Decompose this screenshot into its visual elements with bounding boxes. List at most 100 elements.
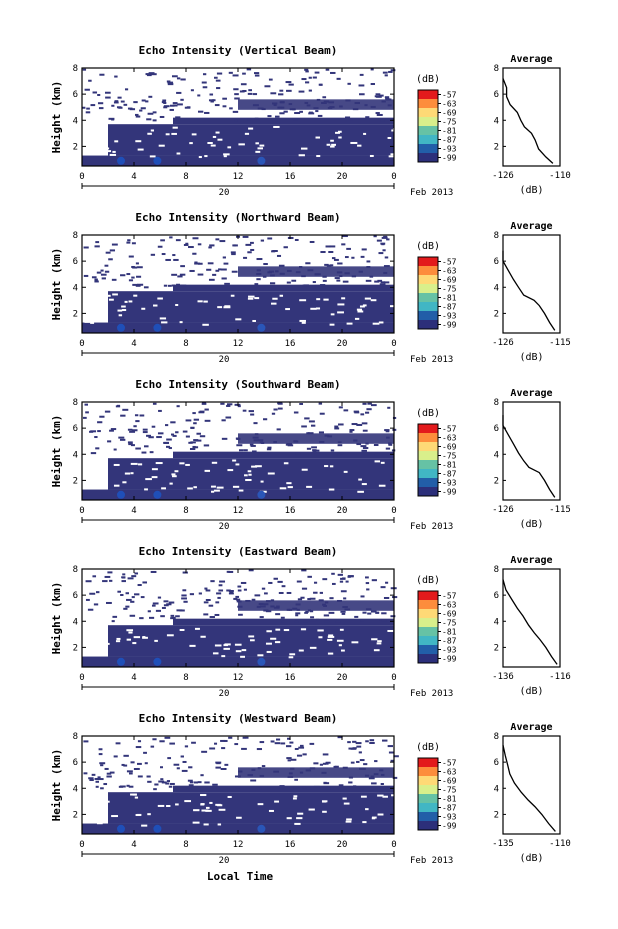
- y-axis-label: Height (km): [50, 582, 63, 655]
- heatmap: [82, 235, 397, 333]
- colorbar-segment: [418, 108, 438, 118]
- colorbar-segment: [418, 609, 438, 619]
- x-tick-label: 12: [233, 506, 244, 516]
- x-tick-label: 16: [285, 840, 296, 850]
- x-tick-label: 12: [233, 840, 244, 850]
- colorbar-segment: [418, 794, 438, 804]
- colorbar-tick-label: -87: [442, 637, 457, 646]
- x-tick-label: 0: [391, 673, 396, 683]
- x-tick-label: 20: [337, 506, 348, 516]
- colorbar-segment: [418, 618, 438, 628]
- colorbar-tick-label: -57: [442, 759, 457, 768]
- colorbar-segment: [418, 636, 438, 646]
- date-label: Feb 2013: [410, 856, 453, 866]
- colorbar-segment: [418, 257, 438, 267]
- colorbar-tick-label: -93: [442, 646, 457, 655]
- x-tick-label: 0: [79, 840, 84, 850]
- profile-x-tick-label: -115: [549, 505, 571, 515]
- profile-y-tick-label: 8: [494, 231, 499, 241]
- profile-y-tick-label: 4: [494, 784, 499, 794]
- colorbar-segment: [418, 758, 438, 768]
- x-tick-label: 0: [391, 840, 396, 850]
- x-tick-label: 8: [183, 673, 188, 683]
- x-tick-label: 12: [233, 673, 244, 683]
- colorbar-tick-label: -87: [442, 136, 457, 145]
- profile-x-tick-label: -115: [549, 338, 571, 348]
- x-tick-label: 8: [183, 840, 188, 850]
- colorbar-tick-label: -63: [442, 434, 457, 443]
- date-label: Feb 2013: [410, 689, 453, 699]
- colorbar-segment: [418, 821, 438, 831]
- y-axis-label: Height (km): [50, 81, 63, 154]
- profile-x-tick-label: -135: [492, 839, 514, 849]
- x-tick-label: 16: [285, 339, 296, 349]
- day-label: 20: [219, 856, 230, 866]
- date-label: Feb 2013: [410, 522, 453, 532]
- colorbar-tick-label: -75: [442, 452, 457, 461]
- x-tick-label: 16: [285, 673, 296, 683]
- profile-x-label: (dB): [519, 185, 543, 196]
- colorbar-tick-label: -75: [442, 786, 457, 795]
- profile-frame: [502, 234, 561, 334]
- colorbar-segment: [418, 320, 438, 330]
- x-tick-label: 0: [79, 172, 84, 182]
- profile-title: Average: [510, 221, 552, 232]
- y-tick-label: 6: [73, 424, 78, 434]
- colorbar-segment: [418, 117, 438, 127]
- x-tick-label: 0: [79, 673, 84, 683]
- profile-frame: [502, 735, 561, 835]
- colorbar-segment: [418, 126, 438, 136]
- colorbar-tick-label: -93: [442, 145, 457, 154]
- colorbar-segment: [418, 153, 438, 163]
- colorbar-tick-label: -99: [442, 655, 457, 664]
- colorbar-segment: [418, 591, 438, 601]
- colorbar-tick-label: -75: [442, 619, 457, 628]
- heatmap: [82, 569, 398, 667]
- y-axis-label: Height (km): [50, 415, 63, 488]
- profile-title: Average: [510, 722, 552, 733]
- colorbar-tick-label: -99: [442, 154, 457, 163]
- heatmap: [82, 736, 399, 834]
- colorbar-tick-label: -81: [442, 294, 457, 303]
- colorbar-tick-label: -69: [442, 443, 457, 452]
- y-tick-label: 4: [73, 617, 78, 627]
- profile-y-tick-label: 2: [494, 643, 499, 653]
- colorbar-segment: [418, 600, 438, 610]
- panel-title: Echo Intensity (Eastward Beam): [139, 545, 338, 558]
- profile-line: [502, 78, 554, 164]
- y-tick-label: 2: [73, 643, 78, 653]
- heatmap: [82, 68, 399, 166]
- colorbar-tick-label: -81: [442, 795, 457, 804]
- x-tick-label: 8: [183, 506, 188, 516]
- profile-y-tick-label: 4: [494, 450, 499, 460]
- date-label: Feb 2013: [410, 355, 453, 365]
- colorbar-segment: [418, 424, 438, 434]
- profile-line: [502, 579, 558, 665]
- colorbar-tick-label: -57: [442, 91, 457, 100]
- day-label: 20: [219, 522, 230, 532]
- profile-title: Average: [510, 54, 552, 65]
- profile-line: [502, 250, 556, 331]
- profile-x-label: (dB): [519, 519, 543, 530]
- x-tick-label: 12: [233, 172, 244, 182]
- x-axis-label: Local Time: [207, 870, 274, 883]
- panel-title: Echo Intensity (Northward Beam): [135, 211, 340, 224]
- profile-x-tick-label: -126: [492, 171, 514, 181]
- y-tick-label: 6: [73, 90, 78, 100]
- x-tick-label: 4: [131, 673, 136, 683]
- profile-y-tick-label: 6: [494, 591, 499, 601]
- colorbar-segment: [418, 442, 438, 452]
- colorbar-segment: [418, 311, 438, 321]
- y-tick-label: 6: [73, 591, 78, 601]
- profile-x-tick-label: -110: [549, 839, 571, 849]
- colorbar-segment: [418, 627, 438, 637]
- colorbar-tick-label: -57: [442, 425, 457, 434]
- y-tick-label: 6: [73, 257, 78, 267]
- x-tick-label: 4: [131, 840, 136, 850]
- y-tick-label: 4: [73, 450, 78, 460]
- colorbar-tick-label: -81: [442, 461, 457, 470]
- y-axis-label: Height (km): [50, 248, 63, 321]
- x-tick-label: 20: [337, 172, 348, 182]
- profile-title: Average: [510, 388, 552, 399]
- colorbar-tick-label: -99: [442, 822, 457, 831]
